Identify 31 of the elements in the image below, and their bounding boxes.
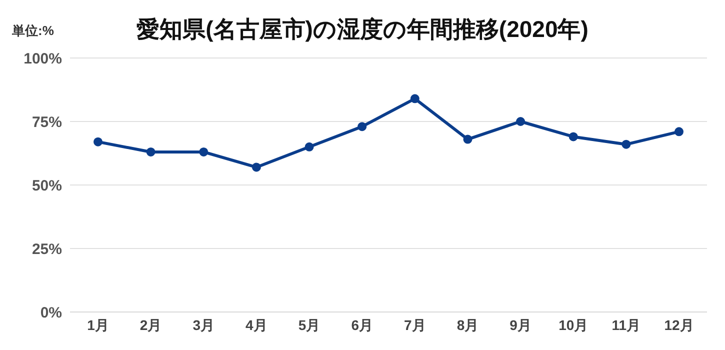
point — [463, 134, 472, 144]
chart-title: 愛知県(名古屋市)の湿度の年間推移(2020年) — [136, 16, 588, 42]
point — [622, 140, 631, 149]
point — [674, 127, 684, 136]
point — [358, 122, 367, 132]
point — [410, 94, 420, 104]
x-tick-label: 11月 — [612, 316, 641, 333]
x-tick-label: 10月 — [558, 316, 588, 333]
point — [94, 137, 102, 146]
x-tick-label: 9月 — [510, 316, 532, 333]
x-tick-label: 6月 — [351, 316, 373, 333]
y-tick-label: 25% — [32, 240, 62, 258]
point — [516, 117, 526, 126]
point — [252, 162, 261, 172]
x-tick-label: 7月 — [404, 316, 426, 333]
x-tick-label: 12月 — [664, 316, 694, 333]
point — [199, 147, 208, 156]
point — [568, 132, 578, 142]
point — [146, 147, 156, 156]
y-tick-label: 50% — [32, 177, 62, 194]
y-tick-label: 0% — [40, 304, 62, 322]
x-tick-label: 2月 — [140, 316, 162, 333]
x-tick-label: 5月 — [298, 316, 320, 333]
point — [304, 142, 314, 152]
x-tick-label: 1月 — [87, 316, 109, 333]
y-tick-label: 75% — [32, 114, 62, 131]
x-tick-label: 8月 — [456, 316, 479, 333]
y-tick-label: 100% — [24, 50, 62, 68]
x-tick-label: 3月 — [192, 316, 215, 333]
x-tick-label: 4月 — [246, 316, 268, 333]
y-axis-title: 単位:% — [12, 22, 54, 40]
